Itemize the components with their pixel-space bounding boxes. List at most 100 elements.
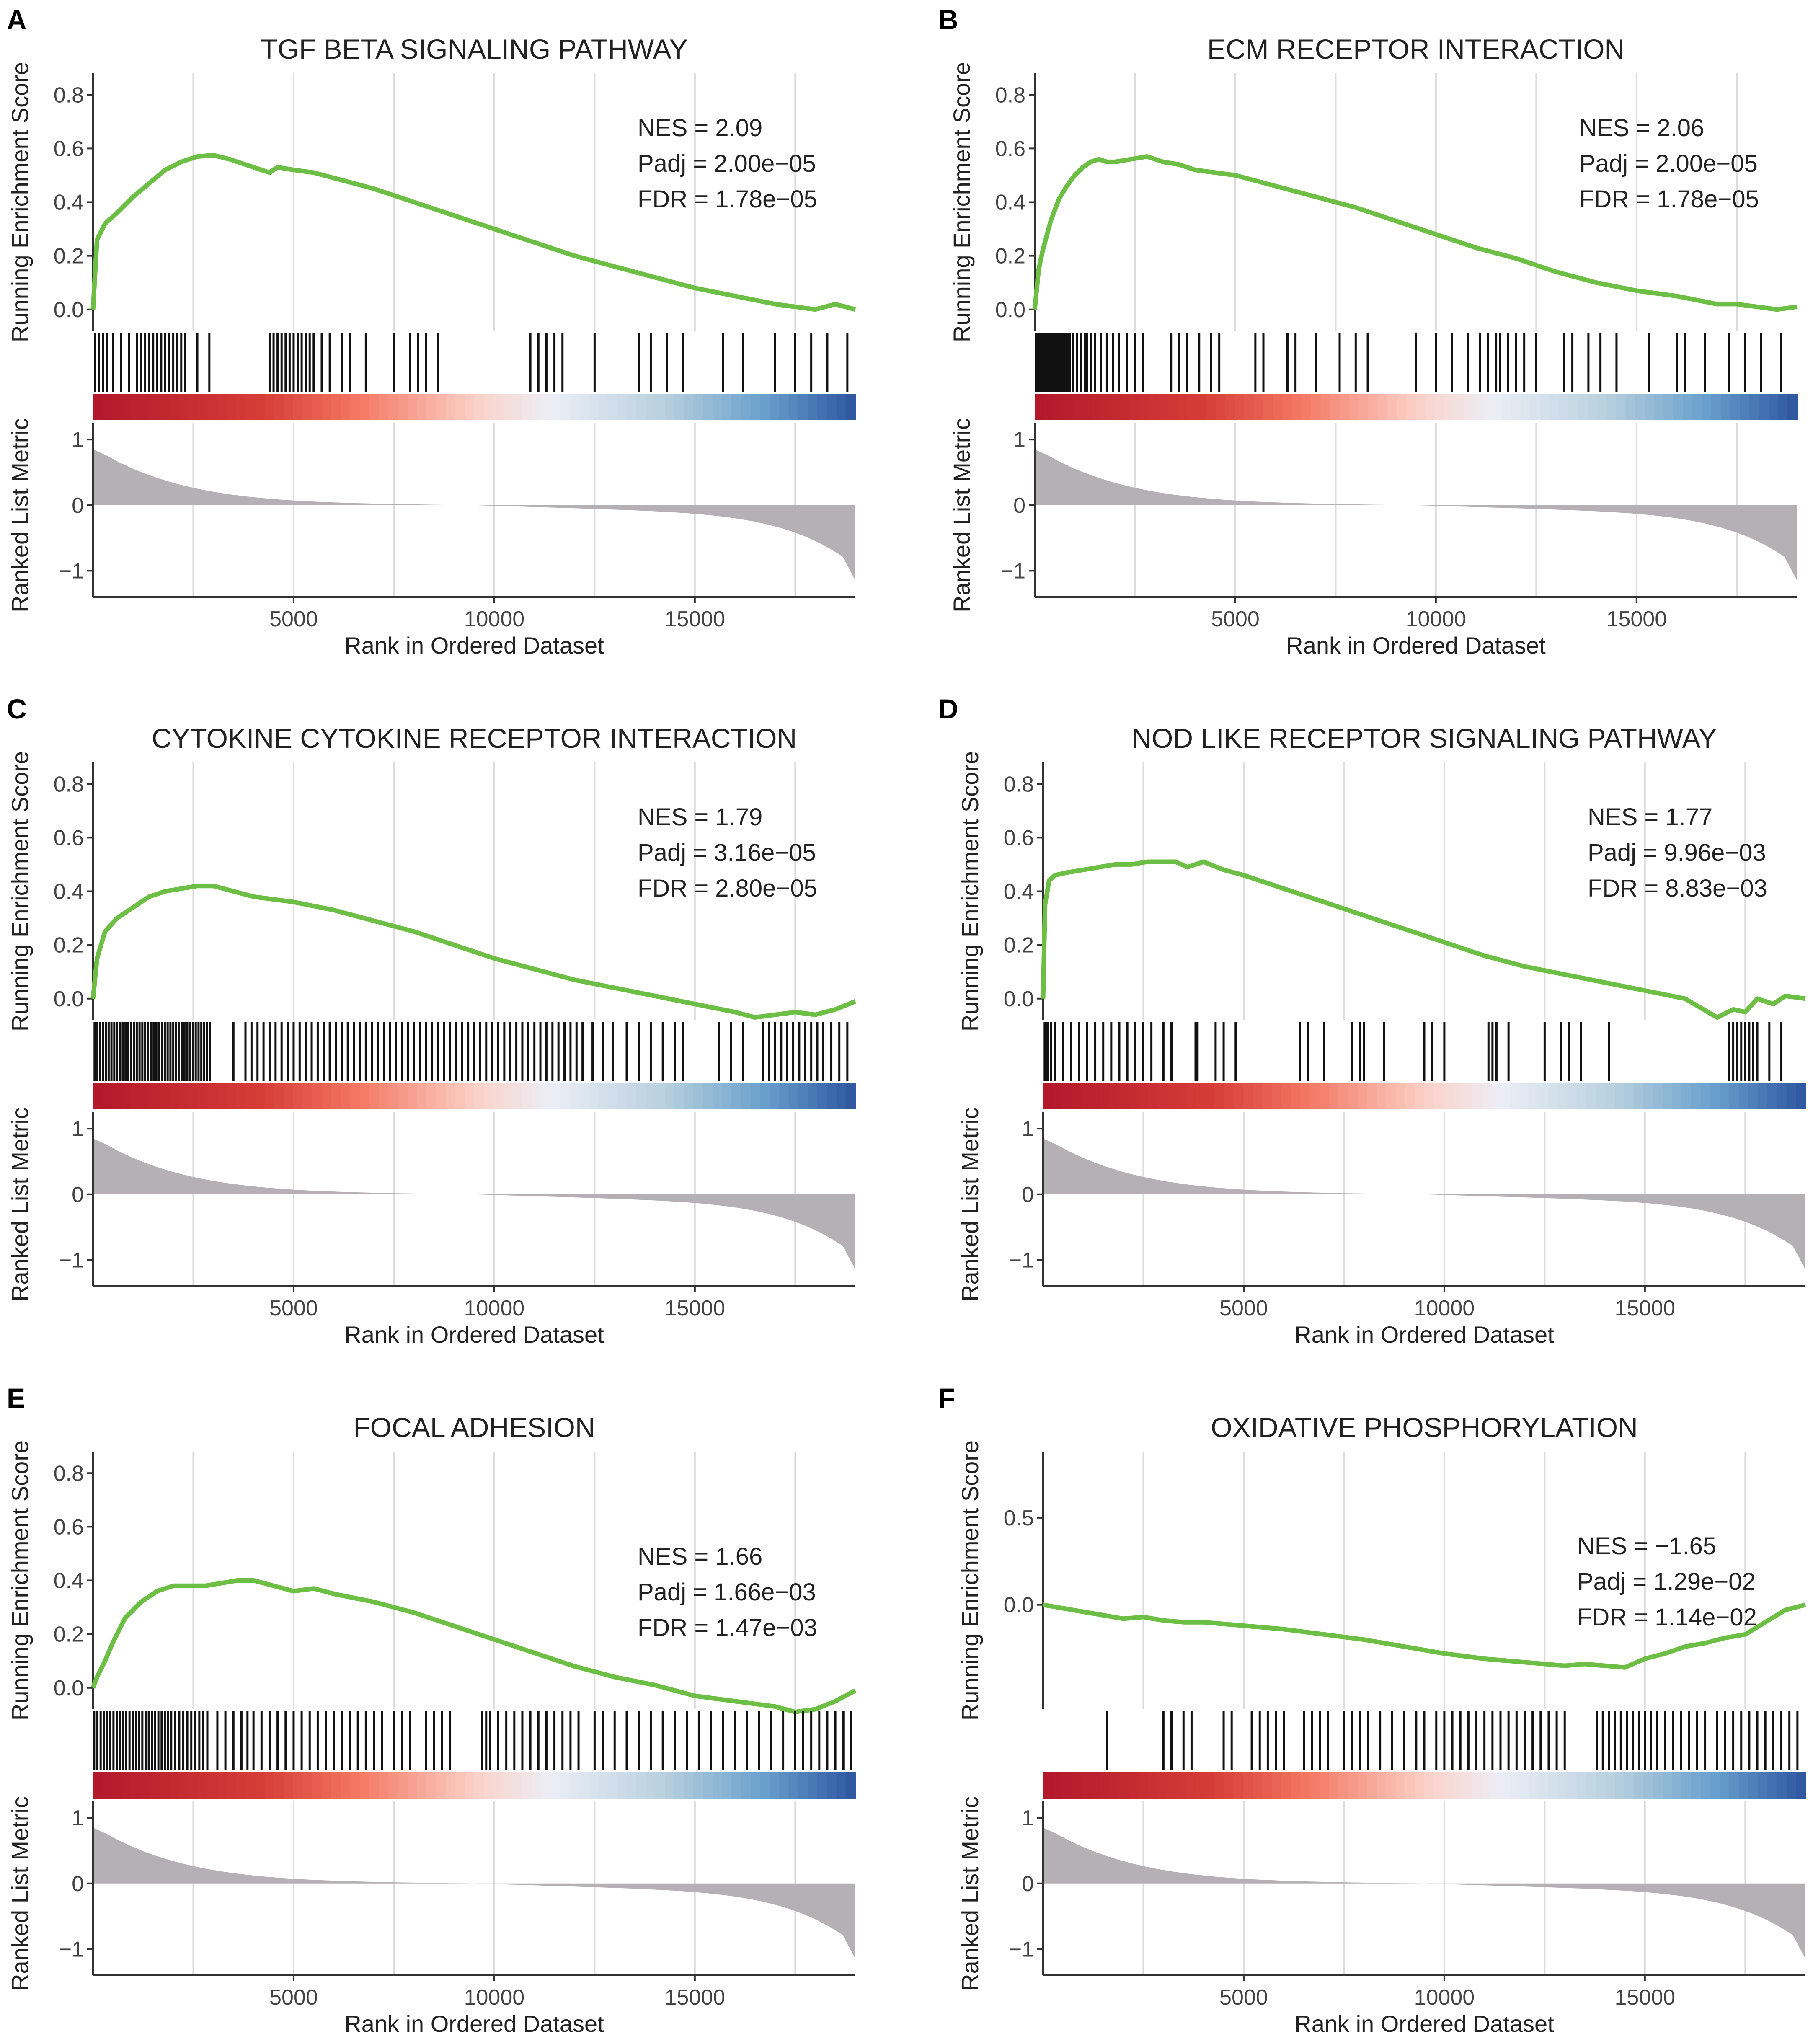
- rank-band-segment: [379, 1772, 389, 1799]
- rank-band-segment: [1433, 1083, 1444, 1109]
- rank-band-segment: [569, 1772, 580, 1799]
- rank-band-segment: [1148, 1772, 1158, 1799]
- rank-band-segment: [255, 1772, 265, 1799]
- rank-band-segment: [522, 1772, 532, 1799]
- rank-band-segment: [1110, 1772, 1120, 1799]
- rank-band-segment: [455, 1083, 465, 1109]
- rank-band-segment: [236, 1083, 246, 1109]
- rank-band-segment: [160, 1772, 170, 1799]
- rank-band-segment: [1777, 1083, 1787, 1109]
- fdr-label: FDR = 1.78e−05: [638, 186, 817, 213]
- rank-band-segment: [169, 1083, 179, 1109]
- rank-band-segment: [369, 1772, 380, 1799]
- rank-band-segment: [1530, 394, 1540, 420]
- panel-letter: E: [7, 1382, 25, 1413]
- rank-band-segment: [369, 394, 380, 420]
- x-axis-title: Rank in Ordered Dataset: [344, 1321, 604, 1348]
- rank-band-segment: [1768, 394, 1779, 420]
- rank-band-segment: [1424, 1083, 1434, 1109]
- rank-band-segment: [1634, 1083, 1644, 1109]
- rank-band-segment: [1758, 1772, 1768, 1799]
- rank-band-segment: [1510, 1772, 1520, 1799]
- rank-band-segment: [102, 394, 113, 420]
- metric-tick-label: 0: [72, 1183, 84, 1207]
- rank-band-segment: [226, 1772, 237, 1799]
- rank-band-segment: [1329, 1083, 1339, 1109]
- rank-band-segment: [322, 394, 332, 420]
- rank-band-segment: [1214, 1772, 1225, 1799]
- rank-band-segment: [731, 1772, 741, 1799]
- nes-label: NES = 1.66: [638, 1543, 762, 1570]
- padj-label: Padj = 1.29e−02: [1577, 1568, 1756, 1595]
- x-tick-label: 10000: [464, 1985, 525, 2010]
- rank-band-segment: [1330, 394, 1340, 420]
- ranked-metric-area: [93, 1138, 855, 1270]
- rank-band-segment: [1224, 1772, 1234, 1799]
- rank-band-segment: [121, 1083, 132, 1109]
- y-axis-title-score: Running Enrichment Score: [948, 62, 975, 342]
- rank-band-segment: [1453, 1083, 1463, 1109]
- rank-band-segment: [1176, 1772, 1187, 1799]
- rank-band-segment: [1206, 394, 1216, 420]
- rank-band-segment: [684, 394, 694, 420]
- rank-band-segment: [1291, 1083, 1301, 1109]
- chart-title: FOCAL ADHESION: [353, 1412, 595, 1443]
- rank-band-segment: [1300, 1083, 1310, 1109]
- rank-band-segment: [1577, 1083, 1587, 1109]
- rank-band-segment: [1711, 394, 1721, 420]
- rank-band-segment: [1662, 1083, 1673, 1109]
- rank-band-segment: [436, 394, 446, 420]
- rank-band-segment: [1130, 394, 1140, 420]
- rank-band-segment: [140, 1772, 151, 1799]
- rank-band-segment: [1167, 1772, 1177, 1799]
- rank-band-segment: [350, 1772, 360, 1799]
- metric-tick-label: 0: [1013, 494, 1025, 518]
- rank-band-segment: [426, 1083, 436, 1109]
- rank-band-segment: [779, 1772, 789, 1799]
- rank-band-segment: [1796, 1083, 1806, 1109]
- y-tick-label: 0.0: [1004, 987, 1034, 1011]
- nes-label: NES = 2.06: [1579, 114, 1704, 142]
- rank-band-segment: [1586, 1083, 1596, 1109]
- x-tick-label: 5000: [269, 607, 318, 631]
- rank-band-segment: [178, 1772, 189, 1799]
- rank-band-segment: [1435, 394, 1445, 420]
- metric-tick-label: 0: [1022, 1183, 1034, 1207]
- rank-band-segment: [1052, 1083, 1063, 1109]
- rank-band-segment: [350, 394, 360, 420]
- rank-band-segment: [1729, 1083, 1739, 1109]
- rank-band-segment: [655, 1772, 665, 1799]
- panel-letter: C: [7, 693, 27, 724]
- rank-band-segment: [331, 1772, 341, 1799]
- rank-band-segment: [1454, 394, 1464, 420]
- rank-band-segment: [1386, 1772, 1396, 1799]
- rank-band-segment: [674, 394, 684, 420]
- rank-band-segment: [1443, 1083, 1454, 1109]
- running-score-line: [1032, 154, 1798, 312]
- rank-band-segment: [770, 1772, 780, 1799]
- rank-band-segment: [1653, 1083, 1663, 1109]
- rank-band-segment: [817, 1772, 827, 1799]
- rank-band-segment: [1415, 1772, 1425, 1799]
- rank-band-segment: [1205, 1772, 1215, 1799]
- rank-band-segment: [1559, 394, 1569, 420]
- rank-band-segment: [779, 1083, 789, 1109]
- rank-band-segment: [674, 1772, 684, 1799]
- rank-band-segment: [1119, 1772, 1129, 1799]
- rank-band-segment: [1721, 394, 1731, 420]
- rank-band-segment: [1234, 1772, 1244, 1799]
- ranked-metric-area: [93, 449, 855, 581]
- panel-e: E FOCAL ADHESION 0.0 0.2 0.4 0.6 0.8 NES = 1.66…: [7, 1382, 857, 2037]
- panel-c: C CYTOKINE CYTOKINE RECEPTOR INTERACTION 0…: [7, 693, 857, 1348]
- rank-band-segment: [598, 1772, 608, 1799]
- rank-band-segment: [1615, 1772, 1625, 1799]
- rank-band-segment: [1311, 394, 1321, 420]
- x-tick-label: 15000: [665, 1985, 726, 2010]
- rank-band-segment: [550, 1772, 560, 1799]
- rank-band-segment: [1340, 394, 1350, 420]
- rank-band-segment: [1702, 394, 1712, 420]
- rank-band-segment: [1310, 1772, 1320, 1799]
- rank-band-segment: [112, 394, 122, 420]
- rank-band-segment: [770, 394, 780, 420]
- rank-band-segment: [388, 1083, 398, 1109]
